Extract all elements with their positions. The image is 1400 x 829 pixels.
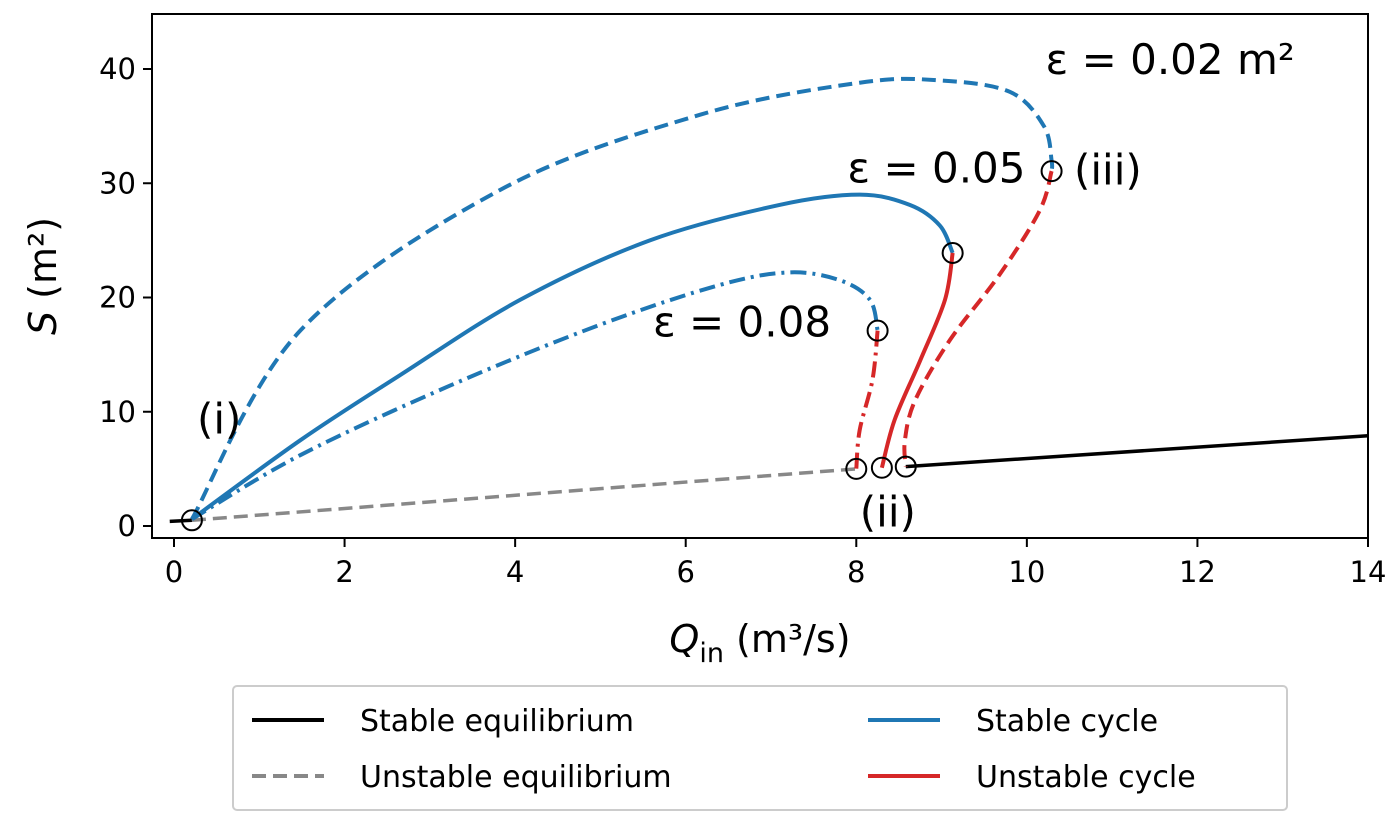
annotation-label: (ii) — [860, 487, 916, 536]
y-tick-label: 40 — [99, 52, 136, 86]
legend-label: Stable cycle — [976, 704, 1158, 739]
x-tick-label: 14 — [1350, 555, 1387, 589]
bifurcation-markers — [180, 160, 1063, 532]
plot-lines — [169, 76, 1369, 524]
y-axis-label: S (m²) — [21, 217, 65, 335]
y-tick-label: 30 — [99, 166, 136, 200]
x-tick-label: 12 — [1179, 555, 1216, 589]
annotation-label: ε = 0.08 — [653, 298, 831, 347]
x-tick-label: 8 — [847, 555, 865, 589]
legend-label: Stable equilibrium — [360, 704, 634, 739]
x-tick-label: 4 — [506, 555, 524, 589]
y-tick-label: 10 — [99, 395, 136, 429]
legend-label: Unstable equilibrium — [360, 760, 672, 795]
bifurcation-point-marker — [845, 457, 868, 480]
y-tick-label: 20 — [99, 281, 136, 315]
annotation-label: (iii) — [1074, 146, 1142, 195]
annotation-label: (i) — [197, 395, 241, 444]
x-tick-label: 6 — [676, 555, 694, 589]
annotation-label: ε = 0.02 m² — [1046, 35, 1295, 84]
annotations: ε = 0.02 m² ε = 0.05 ε = 0.08 (i) (ii) (iii) — [197, 35, 1295, 536]
bifurcation-point-marker — [870, 456, 893, 479]
x-tick-label: 10 — [1008, 555, 1045, 589]
series-line-0 — [169, 518, 193, 524]
x-tick-label: 2 — [335, 555, 353, 589]
bifurcation-point-marker — [180, 509, 203, 532]
series-line-6 — [879, 252, 955, 469]
bifurcation-point-marker — [941, 241, 964, 264]
bifurcation-point-marker — [866, 319, 889, 342]
series-line-3 — [190, 76, 1055, 521]
annotation-label: ε = 0.05 — [847, 143, 1025, 192]
legend-box — [232, 685, 1288, 811]
plot-frame — [151, 13, 1369, 539]
bifurcation-point-marker — [1040, 160, 1063, 183]
series-line-8 — [854, 330, 880, 470]
series-line-1 — [905, 433, 1369, 469]
y-axis-ticks: 0 10 20 30 40 — [99, 52, 152, 543]
x-axis-label: Qin (m³/s) — [669, 617, 850, 669]
legend-label: Unstable cycle — [976, 760, 1196, 795]
x-tick-label: 0 — [165, 555, 183, 589]
y-tick-label: 0 — [118, 509, 136, 543]
bifurcation-point-marker — [894, 455, 917, 478]
series-line-4 — [902, 170, 1054, 467]
series-line-5 — [190, 192, 955, 521]
series-line-2 — [191, 467, 857, 523]
legend: Stable equilibrium Unstable equilibrium St… — [232, 685, 1288, 811]
x-axis-ticks: 0 2 4 6 8 10 12 14 — [165, 538, 1387, 589]
series-line-7 — [190, 270, 880, 521]
